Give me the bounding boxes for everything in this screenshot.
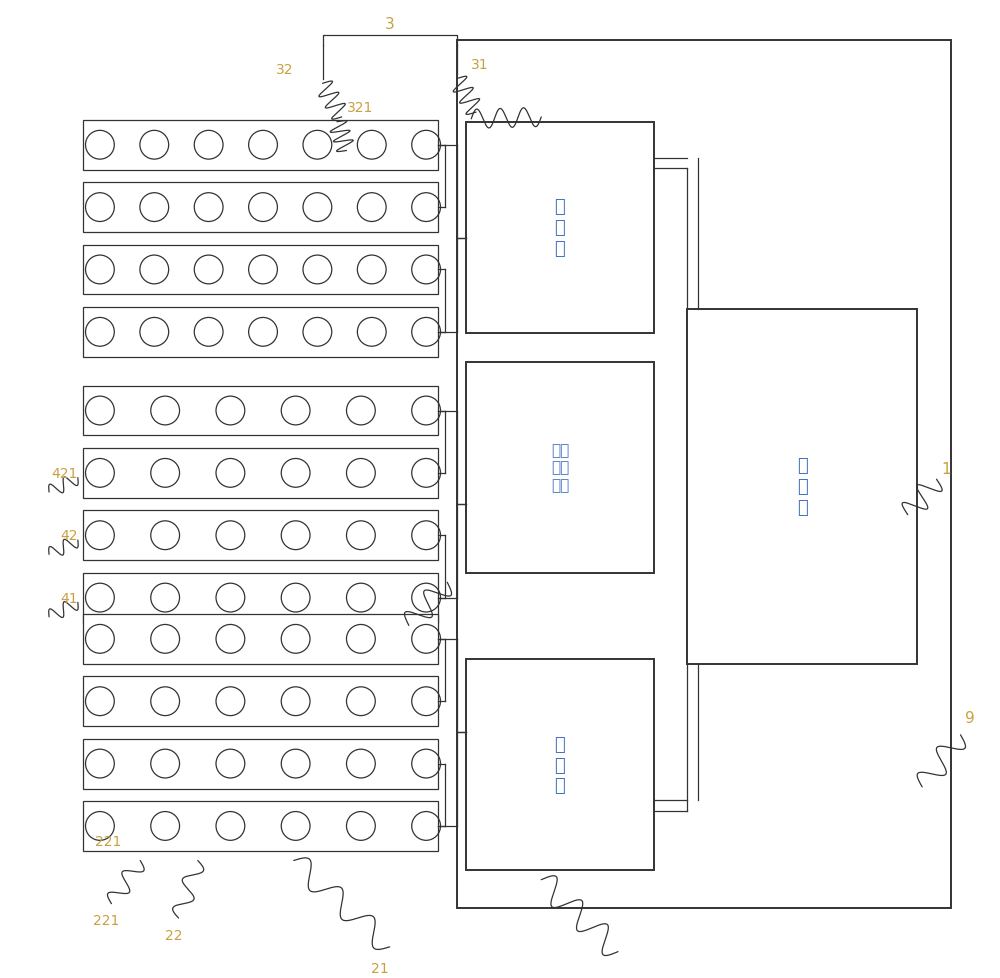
Text: 32: 32 <box>276 63 294 77</box>
Bar <box>83 386 438 436</box>
Bar <box>83 614 438 664</box>
Text: 221: 221 <box>95 834 121 848</box>
Text: 营养
液储
存池: 营养 液储 存池 <box>551 443 569 493</box>
Bar <box>83 449 438 499</box>
Text: 42: 42 <box>60 529 78 543</box>
Text: 3: 3 <box>385 17 395 31</box>
Bar <box>466 122 654 333</box>
Text: 321: 321 <box>346 101 373 115</box>
Bar <box>83 245 438 295</box>
Text: 蓄
水
池: 蓄 水 池 <box>797 457 808 516</box>
Text: 1: 1 <box>941 462 951 476</box>
Text: 41: 41 <box>60 591 78 605</box>
Text: 21: 21 <box>371 961 389 975</box>
Text: 221: 221 <box>93 913 120 927</box>
Bar <box>466 659 654 870</box>
Text: 9: 9 <box>965 710 975 725</box>
Text: 抽
湿
机: 抽 湿 机 <box>555 735 565 794</box>
Bar <box>83 573 438 623</box>
Bar <box>83 801 438 851</box>
Text: 31: 31 <box>471 58 489 72</box>
Bar <box>83 511 438 560</box>
Bar <box>83 677 438 727</box>
Bar <box>466 362 654 573</box>
Text: 22: 22 <box>165 928 183 942</box>
Bar <box>83 183 438 233</box>
Bar <box>83 738 438 788</box>
Bar <box>687 309 917 664</box>
Bar <box>83 307 438 357</box>
Text: 加
湿
机: 加 湿 机 <box>555 199 565 258</box>
Bar <box>457 41 951 909</box>
Text: 421: 421 <box>51 467 78 480</box>
Bar <box>83 120 438 170</box>
